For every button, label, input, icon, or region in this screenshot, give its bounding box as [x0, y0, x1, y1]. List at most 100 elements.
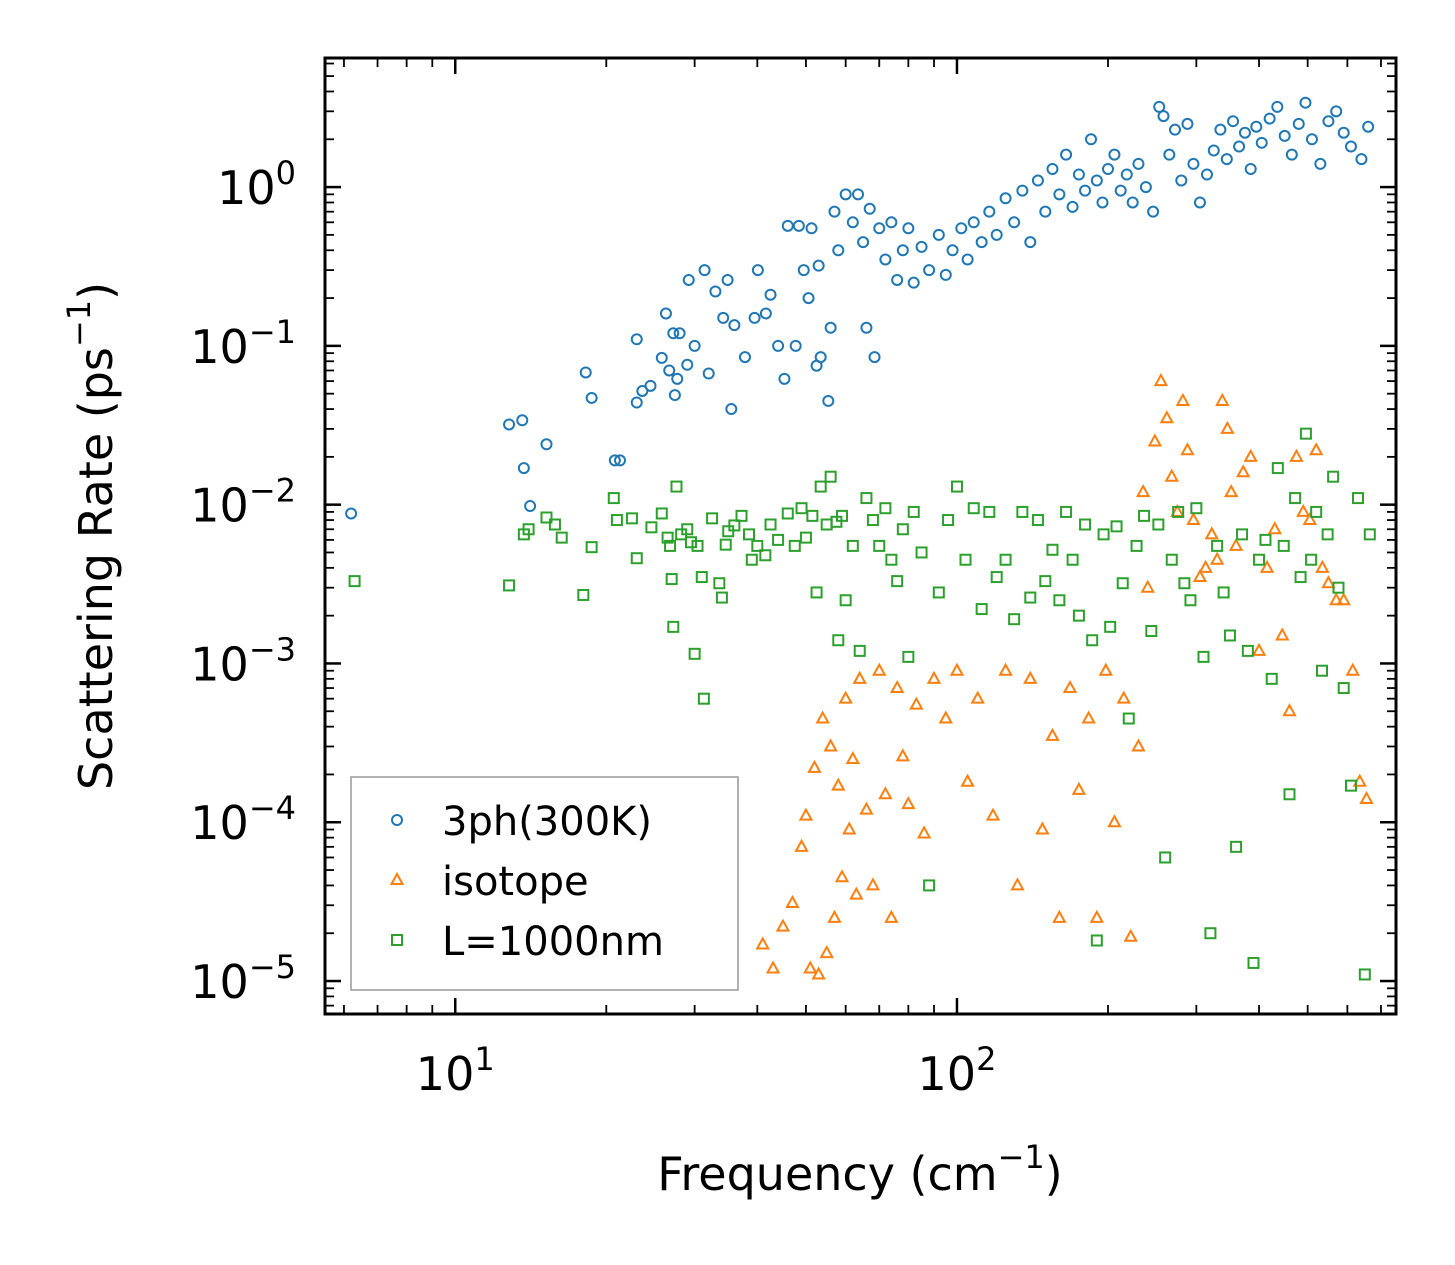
- data-point-circle: [751, 264, 764, 277]
- data-point-square: [1204, 927, 1217, 940]
- data-point-circle: [630, 333, 643, 346]
- data-point-circle: [1147, 205, 1160, 218]
- data-point-square: [1024, 591, 1037, 604]
- data-point-square: [1332, 581, 1345, 594]
- data-point-circle: [1220, 153, 1233, 166]
- data-point-triangle: [895, 748, 911, 762]
- data-point-square: [645, 521, 658, 534]
- data-point-square: [879, 502, 892, 515]
- data-point-square: [1090, 934, 1103, 947]
- data-point-triangle: [834, 869, 850, 883]
- data-point-square: [1152, 518, 1165, 531]
- data-point-square: [873, 539, 886, 552]
- data-point-circle: [781, 219, 794, 232]
- data-point-square: [1283, 788, 1296, 801]
- data-point-triangle: [1010, 877, 1025, 891]
- data-point-circle: [955, 222, 968, 235]
- data-point-circle: [1016, 184, 1029, 197]
- data-point-square: [1294, 571, 1307, 584]
- data-point-triangle: [1140, 579, 1155, 593]
- data-point-circle: [1046, 162, 1059, 175]
- data-point-triangle: [838, 690, 853, 704]
- data-point-square: [1265, 672, 1278, 685]
- data-point-square: [610, 514, 623, 527]
- data-point-circle: [824, 321, 837, 334]
- data-point-square: [885, 553, 898, 566]
- data-point-circle: [961, 253, 974, 266]
- data-point-square: [915, 546, 928, 559]
- data-point-triangle: [1251, 642, 1267, 656]
- data-point-circle: [1330, 105, 1343, 118]
- data-point-circle: [540, 438, 553, 451]
- data-point-triangle: [872, 662, 887, 676]
- data-point-triangle: [1215, 392, 1230, 406]
- data-point-triangle: [852, 670, 867, 684]
- data-point-square: [1277, 539, 1290, 552]
- data-point-circle: [1322, 115, 1335, 128]
- data-point-triangle: [1164, 468, 1179, 482]
- legend-label-boundary: L=1000nm: [442, 919, 664, 965]
- data-point-triangle: [901, 796, 916, 810]
- data-point-triangle: [1192, 568, 1208, 583]
- data-point-square: [548, 518, 561, 531]
- data-point-circle: [1108, 148, 1121, 161]
- data-point-square: [1165, 553, 1178, 566]
- data-point-circle: [721, 273, 734, 286]
- data-point-square: [824, 470, 837, 483]
- y-tick-label: 100: [217, 154, 296, 215]
- tick-labels-layer: 101 102 100 10−1 10−2 10−3 10−4 10−5: [190, 154, 996, 1101]
- data-point-circle: [1102, 162, 1115, 175]
- data-point-circle: [614, 454, 627, 467]
- x-axis-label: Frequency (cm−1): [657, 1138, 1062, 1201]
- data-point-square: [1352, 492, 1365, 505]
- data-point-circle: [828, 205, 841, 218]
- data-point-circle: [681, 358, 694, 371]
- data-point-square: [764, 518, 777, 531]
- y-axis-label: Scattering Rate (ps−1): [60, 282, 123, 790]
- data-point-circle: [860, 321, 873, 334]
- data-point-square: [503, 579, 516, 592]
- data-point-circle: [1278, 129, 1291, 142]
- data-point-circle: [1314, 157, 1327, 170]
- data-point-circle: [764, 288, 777, 301]
- data-point-triangle: [970, 690, 985, 704]
- plot-frame: [323, 56, 1398, 1016]
- data-point-circle: [738, 351, 751, 364]
- data-point-circle: [1079, 184, 1092, 197]
- data-point-square: [1299, 427, 1312, 440]
- data-point-square: [950, 480, 963, 493]
- data-point-triangle: [1282, 703, 1297, 717]
- data-point-circle: [673, 327, 686, 340]
- data-point-square: [1236, 528, 1249, 541]
- y-tick-label: 10−3: [190, 630, 296, 691]
- data-point-triangle: [849, 886, 864, 900]
- data-point-square: [1253, 553, 1266, 566]
- data-point-triangle: [889, 679, 905, 694]
- data-point-triangle: [815, 710, 830, 724]
- data-point-square: [1289, 492, 1302, 505]
- data-point-circle: [702, 367, 715, 380]
- data-point-square: [891, 575, 904, 588]
- data-point-circle: [1169, 123, 1182, 136]
- data-point-triangle: [1275, 627, 1290, 641]
- data-point-circle: [975, 236, 988, 249]
- data-point-circle: [1120, 168, 1133, 181]
- data-point-circle: [1085, 133, 1098, 146]
- data-point-triangle: [1035, 821, 1050, 835]
- data-point-square: [697, 692, 710, 705]
- data-point-circle: [839, 188, 852, 201]
- data-point-square: [681, 523, 694, 536]
- data-point-triangle: [1071, 781, 1087, 795]
- data-point-circle: [748, 311, 761, 324]
- data-point-square: [688, 647, 701, 660]
- data-point-circle: [1233, 140, 1246, 153]
- data-point-square: [1130, 539, 1143, 552]
- data-point-square: [1172, 505, 1185, 518]
- data-point-square: [1053, 594, 1066, 607]
- data-point-circle: [1181, 117, 1194, 130]
- data-point-circle: [990, 228, 1003, 241]
- legend-marker-triangle: [389, 871, 405, 885]
- data-point-triangle: [1223, 484, 1239, 498]
- data-point-square: [1315, 664, 1328, 677]
- data-point-triangle: [798, 807, 814, 821]
